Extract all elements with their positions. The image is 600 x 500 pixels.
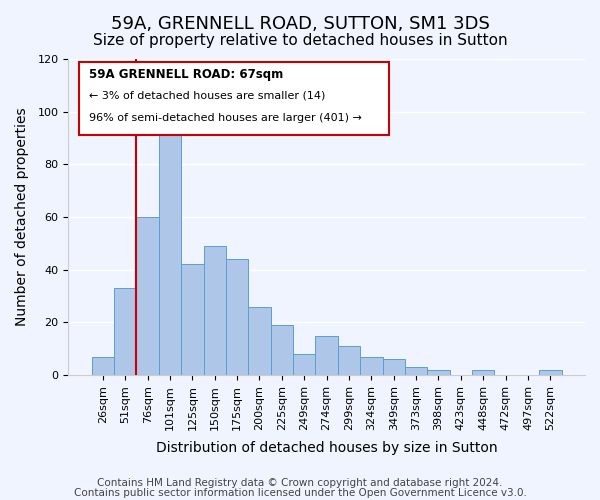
FancyBboxPatch shape <box>79 62 389 135</box>
Bar <box>181 264 203 375</box>
Bar <box>226 259 248 375</box>
Bar <box>338 346 360 375</box>
Text: Contains public sector information licensed under the Open Government Licence v3: Contains public sector information licen… <box>74 488 526 498</box>
Bar <box>405 367 427 375</box>
Bar <box>271 325 293 375</box>
Bar <box>472 370 494 375</box>
Y-axis label: Number of detached properties: Number of detached properties <box>15 108 29 326</box>
Bar <box>293 354 316 375</box>
Bar <box>159 136 181 375</box>
Text: Size of property relative to detached houses in Sutton: Size of property relative to detached ho… <box>92 32 508 48</box>
Text: ← 3% of detached houses are smaller (14): ← 3% of detached houses are smaller (14) <box>89 90 325 101</box>
Bar <box>427 370 449 375</box>
Bar <box>136 217 159 375</box>
Bar <box>539 370 562 375</box>
Bar <box>92 356 114 375</box>
Text: Contains HM Land Registry data © Crown copyright and database right 2024.: Contains HM Land Registry data © Crown c… <box>97 478 503 488</box>
Text: 59A GRENNELL ROAD: 67sqm: 59A GRENNELL ROAD: 67sqm <box>89 68 283 82</box>
Bar <box>316 336 338 375</box>
X-axis label: Distribution of detached houses by size in Sutton: Distribution of detached houses by size … <box>156 441 497 455</box>
Bar <box>114 288 136 375</box>
Bar <box>383 359 405 375</box>
Bar <box>203 246 226 375</box>
Text: 59A, GRENNELL ROAD, SUTTON, SM1 3DS: 59A, GRENNELL ROAD, SUTTON, SM1 3DS <box>110 15 490 33</box>
Bar <box>360 356 383 375</box>
Text: 96% of semi-detached houses are larger (401) →: 96% of semi-detached houses are larger (… <box>89 112 362 122</box>
Bar <box>248 306 271 375</box>
